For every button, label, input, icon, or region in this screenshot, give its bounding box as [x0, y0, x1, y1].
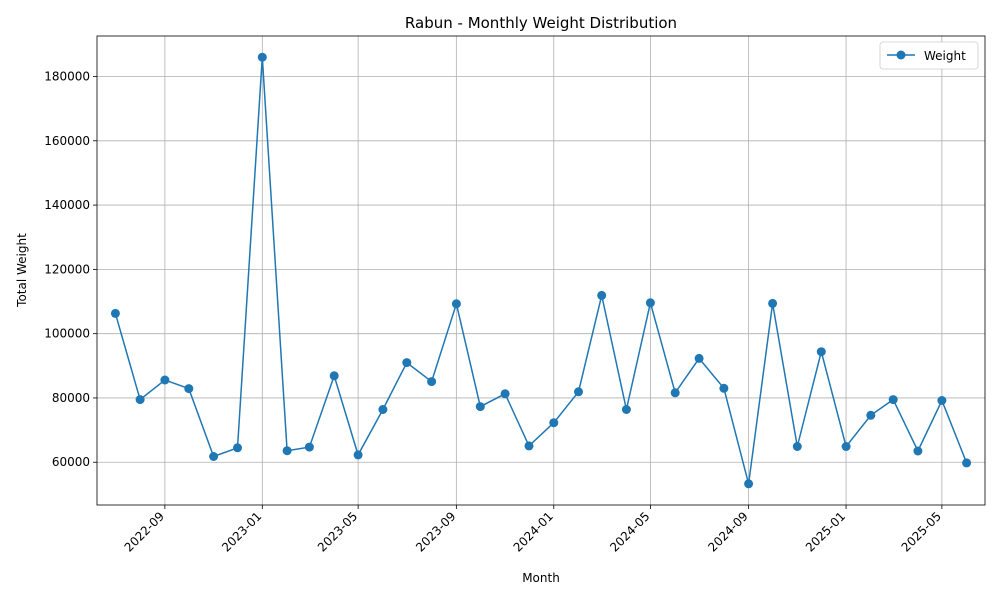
- legend: Weight: [879, 41, 979, 70]
- data-point: [451, 299, 461, 309]
- data-point: [110, 308, 120, 318]
- data-point: [135, 395, 145, 405]
- data-point: [549, 418, 559, 428]
- y-tick-label: 100000: [44, 327, 90, 341]
- legend-box: [879, 41, 979, 70]
- data-point: [866, 410, 876, 420]
- y-tick-label: 120000: [44, 262, 90, 276]
- data-point: [524, 441, 534, 451]
- data-point: [209, 452, 219, 461]
- y-tick-label: 180000: [44, 70, 90, 84]
- legend-swatch-marker: [896, 50, 906, 60]
- data-point: [257, 52, 267, 62]
- y-tick-label: 60000: [52, 455, 90, 469]
- series-line-weight: [114, 57, 968, 484]
- data-point: [304, 442, 314, 452]
- data-point: [500, 389, 510, 399]
- data-point: [597, 290, 607, 300]
- data-point: [719, 383, 729, 393]
- data-point: [913, 446, 923, 456]
- data-point: [841, 442, 851, 451]
- data-point: [427, 377, 437, 387]
- y-axis-label: Total Weight: [15, 233, 29, 308]
- y-tick-label: 140000: [44, 198, 90, 212]
- data-point: [378, 405, 388, 414]
- data-point: [768, 298, 778, 308]
- data-point: [792, 442, 802, 451]
- data-point: [816, 347, 826, 357]
- data-point: [888, 395, 898, 405]
- data-point: [402, 358, 412, 368]
- data-point: [574, 387, 583, 397]
- data-point: [670, 388, 680, 398]
- data-point: [233, 443, 242, 453]
- data-point: [353, 450, 363, 460]
- data-point: [184, 384, 194, 394]
- y-tick-label: 160000: [44, 134, 90, 148]
- data-point: [694, 353, 704, 363]
- x-axis-label: Month: [522, 571, 560, 585]
- data-point: [329, 371, 339, 381]
- data-point: [282, 446, 292, 456]
- plot-frame: [96, 35, 986, 506]
- data-point: [475, 402, 485, 412]
- data-point: [621, 405, 631, 414]
- chart-title: Rabun - Monthly Weight Distribution: [405, 14, 677, 32]
- series-layer: [110, 52, 972, 489]
- data-point: [160, 375, 170, 385]
- y-tick-label: 80000: [52, 391, 90, 405]
- data-point: [645, 298, 655, 308]
- data-point: [744, 479, 754, 489]
- data-point: [937, 396, 947, 405]
- data-point: [962, 458, 972, 468]
- legend-label: Weight: [924, 49, 966, 63]
